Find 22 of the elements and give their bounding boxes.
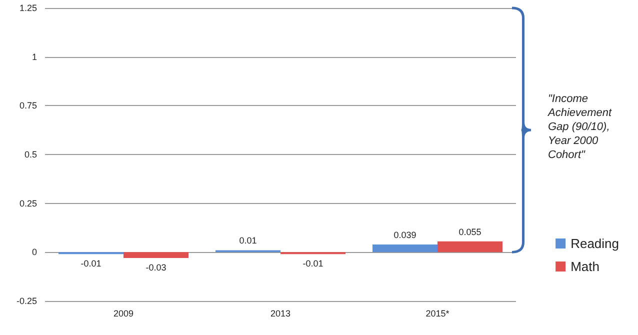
data-label: 0.055 bbox=[458, 226, 482, 237]
x-tick-label: 2015* bbox=[426, 308, 450, 318]
data-label: -0.01 bbox=[80, 258, 102, 269]
x-tick-label: 2009 bbox=[113, 308, 134, 318]
legend-label: Math bbox=[570, 259, 600, 274]
bar bbox=[438, 241, 502, 252]
data-label: 0.039 bbox=[394, 230, 416, 240]
text: "Income Achievement Gap (90/10), Year 2000 Cohort" bbox=[548, 92, 613, 162]
y-tick-label: 1.25 bbox=[19, 3, 37, 13]
x-tick-label: 2013 bbox=[270, 308, 291, 318]
y-tick-label: 0 bbox=[32, 247, 37, 258]
data-label: -0.01 bbox=[302, 258, 324, 269]
y-tick-label: 0.75 bbox=[19, 100, 37, 111]
y-tick-label: 0.5 bbox=[24, 150, 37, 160]
y-tick-label: -0.25 bbox=[16, 296, 37, 306]
bar bbox=[124, 252, 188, 258]
data-label: -0.03 bbox=[146, 262, 166, 273]
bar bbox=[372, 244, 438, 252]
y-tick-label: 0.25 bbox=[19, 198, 37, 208]
data-label: 0.01 bbox=[239, 236, 257, 246]
y-tick-label: 1 bbox=[32, 52, 37, 62]
legend-label: Reading bbox=[570, 236, 620, 251]
